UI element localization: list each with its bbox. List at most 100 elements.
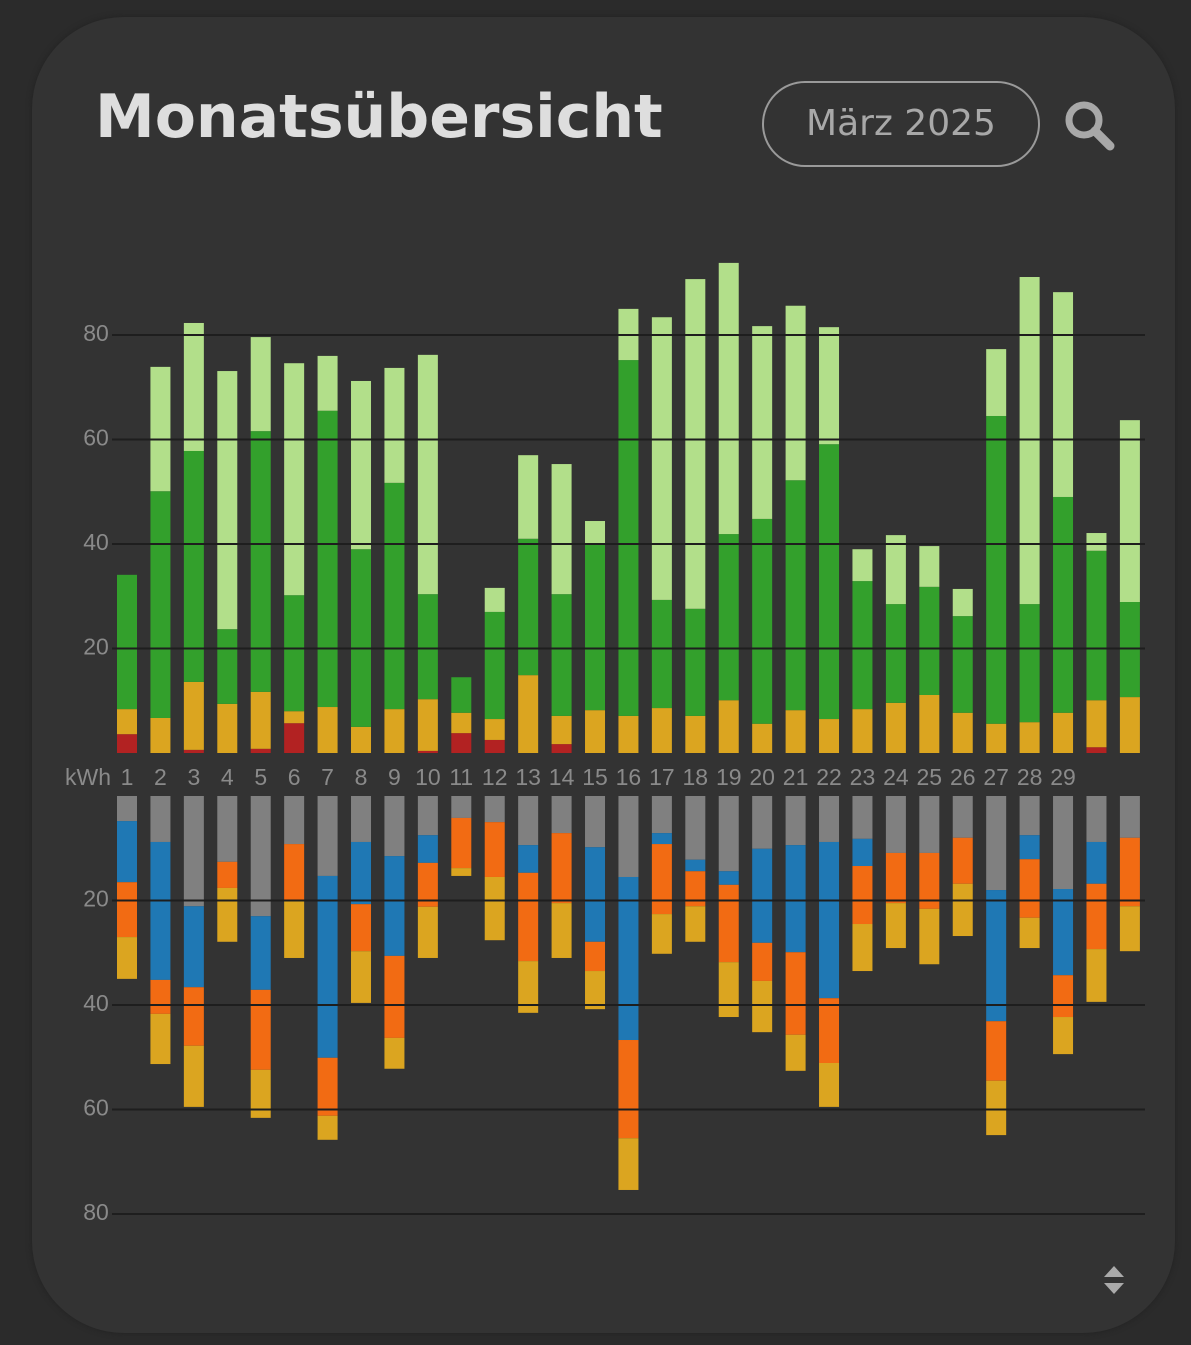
bar-segment [1086,533,1107,551]
bar-segment [651,599,672,709]
y-tick-label: 60 [83,425,109,451]
bar-segment [150,717,171,753]
x-tick-label: 6 [288,764,301,790]
bar-segment [952,796,973,838]
bar-segment [518,675,539,753]
bar-segment [718,262,739,535]
bar-segment [250,748,271,753]
x-tick-label: 18 [683,764,709,790]
bar-segment [718,700,739,753]
bar-segment [284,899,305,958]
bar-segment [451,733,472,753]
bar-segment [150,796,171,842]
bar-segment [451,868,472,876]
bar-segment [484,611,505,720]
bar-segment [351,549,372,727]
bar-segment [417,906,438,958]
bar-segment [1086,949,1107,1002]
bar-segment [952,883,973,937]
bar-segment [685,715,706,753]
x-tick-label: 29 [1050,764,1076,790]
bar-segment [919,695,940,753]
bar-segment [284,796,305,845]
bar-segment [1053,889,1074,976]
bar-segment [317,875,338,1058]
bar-segment [1119,697,1140,753]
bar-segment [150,979,171,1014]
bar-segment [585,847,606,942]
bar-segment [183,796,204,907]
search-icon[interactable] [1065,101,1115,151]
bar-segment [484,796,505,823]
bar-segment [384,955,405,1038]
bar-segment [1019,722,1040,753]
bar-segment [685,608,706,716]
bar-segment [451,817,472,869]
bar-segment [1019,859,1040,918]
bar-segment [852,838,873,867]
x-tick-label: 24 [883,764,909,790]
bar-segment [518,845,539,873]
bar-segment [1086,841,1107,884]
bar-segment [785,305,806,481]
bar-segment [518,796,539,846]
bar-segment [417,594,438,700]
bar-segment [651,317,672,600]
bar-segment [518,961,539,1013]
bar-segment [885,535,906,605]
bar-segment [986,1080,1007,1136]
x-tick-label: 16 [616,764,642,790]
bar-segment [1119,906,1140,952]
bar-segment [451,796,472,818]
x-tick-label: 26 [950,764,976,790]
bar-segment [317,355,338,411]
x-tick-label: 15 [582,764,608,790]
bar-segment [117,937,137,979]
bar-segment [1086,700,1107,748]
bar-segment [351,380,372,550]
bar-segment [250,337,271,432]
bar-segment [1119,420,1140,602]
bar-segment [585,796,606,848]
bar-segment [585,521,606,544]
bar-segment [819,1062,840,1107]
bar-segment [1019,835,1040,860]
bar-segment [250,691,271,749]
bar-segment [551,594,572,716]
bar-segment [183,1045,204,1107]
bar-segment [1019,917,1040,949]
bar-segment [852,709,873,753]
bar-segment [685,871,706,907]
x-tick-label: 27 [983,764,1009,790]
bar-segment [1019,277,1040,605]
bar-segment [618,360,639,716]
bar-segment [417,796,438,836]
x-tick-label: 11 [449,764,473,790]
bar-segment [518,872,539,962]
sort-icon[interactable] [1104,1266,1124,1294]
bar-segment [752,723,773,753]
bar-segment [585,971,606,1010]
bar-segment [952,588,973,617]
bar-segment [718,871,739,885]
bar-segment [585,941,606,972]
bar-segment [919,908,940,965]
bar-segment [618,715,639,753]
x-tick-label: 10 [415,764,441,790]
x-tick-label: 1 [121,764,134,790]
bar-segment [217,371,238,630]
bar-segment [618,1138,639,1190]
bar-segment [718,962,739,1018]
bar-segment [484,876,505,941]
bar-segment [885,852,906,904]
bar-segment [217,703,238,753]
y-tick-label: 80 [83,320,109,346]
month-picker[interactable]: März 2025 [762,81,1040,167]
bar-segment [417,699,438,751]
bar-segment [284,363,305,596]
bar-segment [551,833,572,904]
bar-segment [852,581,873,710]
bar-segment [217,796,238,862]
bar-segment [250,916,271,990]
bar-segment [618,1040,639,1139]
